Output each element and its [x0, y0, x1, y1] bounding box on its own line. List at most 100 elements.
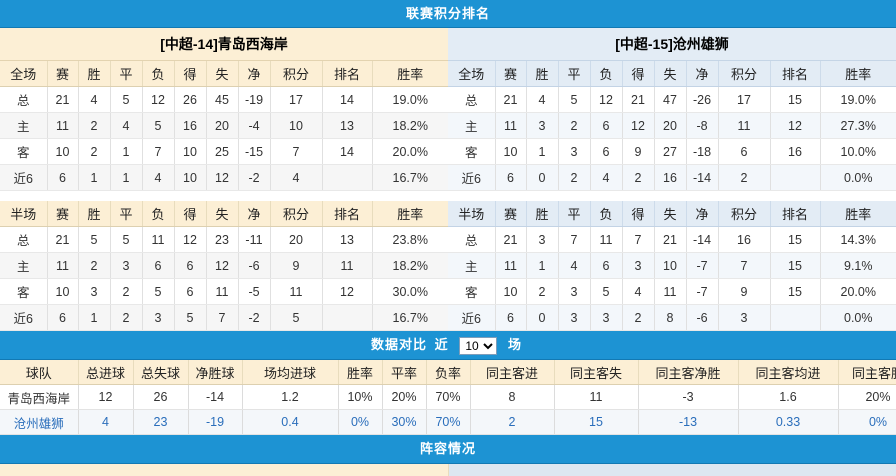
col-points: 积分 [718, 61, 771, 87]
cell-played: 11 [495, 252, 527, 279]
cell-winrate: 27.3% [820, 112, 896, 139]
cell-gd: -7 [686, 278, 719, 305]
cell-winrate: 30.0% [372, 278, 448, 305]
cell-gd: -2 [238, 304, 271, 331]
cell-winrate: 0.0% [820, 304, 896, 331]
col-win: 胜 [526, 201, 559, 227]
cell-played: 21 [495, 86, 527, 113]
table-row: 客 10 1 3 6 9 27 -18 6 16 10.0% [448, 138, 896, 165]
cell-rank [322, 304, 373, 331]
cell-winrate: 9.1% [820, 252, 896, 279]
cell-gd: -8 [686, 112, 719, 139]
cell-gf: 10 [174, 138, 207, 165]
cell-rank: 12 [770, 112, 821, 139]
cell-gf: 6 [174, 252, 207, 279]
row-label: 主 [448, 252, 496, 279]
cell-ga: 16 [654, 164, 687, 191]
cell-played: 10 [47, 138, 79, 165]
table-header-row: 全场 赛 胜 平 负 得 失 净 积分 排名 胜率 [0, 61, 448, 87]
cell-win: 0 [526, 304, 559, 331]
col-winrate: 胜率 [820, 61, 896, 87]
cell-points: 17 [718, 86, 771, 113]
cell-played: 6 [495, 304, 527, 331]
cell-draw-rate: 20% [382, 384, 427, 410]
row-label: 总 [448, 226, 496, 253]
col-gf: 得 [622, 61, 655, 87]
cell-points: 11 [270, 278, 323, 305]
table-row: 近6 6 1 1 4 10 12 -2 4 16.7% [0, 164, 448, 191]
half-time-tables: 半场 赛 胜 平 负 得 失 净 积分 排名 胜率 总 21 5 5 [0, 201, 896, 331]
cell-loss: 12 [142, 86, 175, 113]
col-points: 积分 [270, 201, 323, 227]
cell-winrate: 14.3% [820, 226, 896, 253]
cell-gf: 21 [622, 86, 655, 113]
col-win: 胜 [78, 201, 111, 227]
cell-loss-rate: 70% [426, 384, 471, 410]
cell-rank: 14 [322, 86, 373, 113]
lineup-title: 阵容情况 [419, 441, 476, 456]
cell-ga: 11 [206, 278, 239, 305]
cell-points: 6 [718, 138, 771, 165]
cell-played: 11 [495, 112, 527, 139]
cell-ga: 47 [654, 86, 687, 113]
table-row: 沧州雄狮 4 23 -19 0.4 0% 30% 70% 2 15 -13 0.… [0, 409, 896, 435]
table-row: 主 11 3 2 6 12 20 -8 11 12 27.3% [448, 112, 896, 139]
table-row: 近6 6 0 2 4 2 16 -14 2 0.0% [448, 164, 896, 191]
match-count-select-wrap[interactable]: 10 [459, 332, 498, 360]
cell-ga: 21 [654, 226, 687, 253]
row-label: 主 [448, 112, 496, 139]
cell-total-gd: -19 [188, 409, 243, 435]
table-row: 青岛西海岸 12 26 -14 1.2 10% 20% 70% 8 11 -3 … [0, 384, 896, 410]
cell-total-gf: 12 [78, 384, 134, 410]
col-rank: 排名 [322, 201, 373, 227]
table-row: 总 21 4 5 12 26 45 -19 17 14 19.0% [0, 86, 448, 113]
cell-gd: -19 [238, 86, 271, 113]
cell-loss: 3 [590, 304, 623, 331]
col-points: 积分 [718, 201, 771, 227]
cell-sh-win: 20% [838, 384, 896, 410]
col-winrate: 胜率 [820, 201, 896, 227]
col-winrate: 胜率 [372, 61, 448, 87]
cell-loss: 5 [590, 278, 623, 305]
cell-rank: 15 [770, 86, 821, 113]
cell-win: 4 [526, 86, 559, 113]
col-draw-rate: 平率 [382, 360, 427, 385]
cell-avg-gf: 1.2 [242, 384, 339, 410]
match-count-select[interactable]: 10 [459, 337, 498, 356]
cell-gd: -4 [238, 112, 271, 139]
cell-winrate: 18.2% [372, 112, 448, 139]
cell-draw: 3 [558, 304, 591, 331]
lineup-section-header: 阵容情况 [0, 435, 896, 464]
row-label: 总 [0, 226, 48, 253]
col-total-gf: 总进球 [78, 360, 134, 385]
row-label: 主 [0, 112, 48, 139]
cell-loss: 6 [590, 138, 623, 165]
col-total-ga: 总失球 [133, 360, 189, 385]
cell-rank: 15 [770, 278, 821, 305]
cell-loss: 4 [142, 164, 175, 191]
cell-win: 2 [78, 112, 111, 139]
cell-gf: 12 [174, 226, 207, 253]
cell-played: 21 [47, 86, 79, 113]
cell-ga: 27 [654, 138, 687, 165]
col-played: 赛 [495, 201, 527, 227]
cell-gd: -7 [686, 252, 719, 279]
col-scope: 全场 [448, 61, 496, 87]
cell-total-gf: 4 [78, 409, 134, 435]
cell-gf: 12 [622, 112, 655, 139]
cell-points: 3 [718, 304, 771, 331]
cell-draw: 2 [110, 304, 143, 331]
cell-played: 21 [495, 226, 527, 253]
cell-win: 5 [78, 226, 111, 253]
cell-rank: 16 [770, 138, 821, 165]
row-label: 客 [0, 138, 48, 165]
cell-winrate: 20.0% [820, 278, 896, 305]
col-scope: 半场 [448, 201, 496, 227]
away-team-title: [中超-15]沧州雄狮 [448, 28, 896, 61]
cell-points: 7 [270, 138, 323, 165]
cell-draw: 3 [110, 252, 143, 279]
cell-win: 3 [526, 112, 559, 139]
cell-played: 6 [47, 164, 79, 191]
away-half-table: 半场 赛 胜 平 负 得 失 净 积分 排名 胜率 总 21 3 7 [448, 201, 896, 331]
col-played: 赛 [47, 201, 79, 227]
